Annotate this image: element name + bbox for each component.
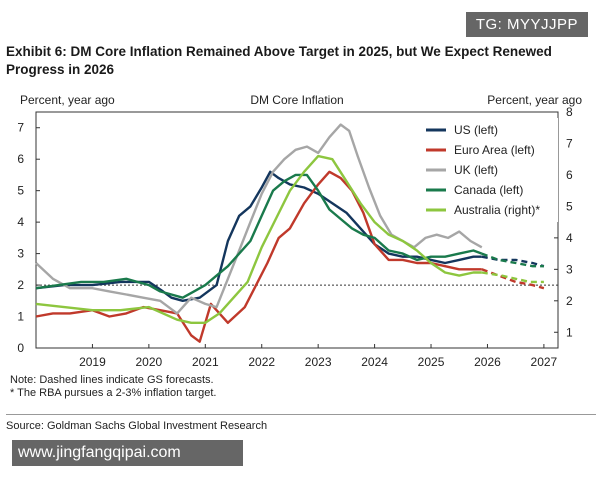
- legend-label-us: US (left): [454, 123, 498, 137]
- left-axis-label: Percent, year ago: [20, 93, 115, 107]
- x-tick-label: 2021: [192, 355, 219, 369]
- left-tick-label: 6: [17, 152, 24, 166]
- note-rba: * The RBA pursues a 2-3% inflation targe…: [10, 387, 217, 399]
- exhibit-title: Exhibit 6: DM Core Inflation Remained Ab…: [6, 44, 552, 77]
- left-tick-label: 2: [17, 278, 24, 292]
- legend-label-uk: UK (left): [454, 163, 498, 177]
- legend-label-canada: Canada (left): [454, 183, 523, 197]
- x-tick-label: 2027: [531, 355, 558, 369]
- left-tick-label: 0: [17, 341, 24, 355]
- x-tick-label: 2020: [136, 355, 163, 369]
- series-forecast-australia: [481, 271, 544, 284]
- x-tick-label: 2025: [418, 355, 445, 369]
- note-forecast: Note: Dashed lines indicate GS forecasts…: [10, 374, 214, 386]
- right-axis-label: Percent, year ago: [487, 93, 582, 107]
- line-chart: DM Core Inflation Percent, year ago Percen…: [17, 93, 582, 369]
- x-tick-label: 2024: [361, 355, 388, 369]
- series-line-canada: [35, 173, 483, 299]
- legend-label-euro: Euro Area (left): [454, 143, 535, 157]
- x-tick-label: 2026: [474, 355, 501, 369]
- right-tick-label: 7: [566, 136, 573, 150]
- divider: [6, 414, 596, 415]
- x-tick-label: 2019: [79, 355, 106, 369]
- left-tick-label: 5: [17, 184, 24, 198]
- x-tick-label: 2022: [248, 355, 275, 369]
- plot-frame: [35, 111, 559, 349]
- right-tick-label: 4: [566, 231, 573, 245]
- right-tick-label: 8: [566, 105, 573, 119]
- legend-label-australia: Australia (right)*: [454, 203, 540, 217]
- right-tick-label: 5: [566, 199, 573, 213]
- watermark-url: www.jingfangqipai.com: [12, 440, 243, 466]
- right-tick-label: 3: [566, 262, 573, 276]
- left-tick-label: 4: [17, 215, 24, 229]
- left-tick-label: 3: [17, 247, 24, 261]
- source-text: Source: Goldman Sachs Global Investment …: [6, 420, 268, 432]
- left-tick-label: 7: [17, 121, 24, 135]
- series-forecast-canada: [481, 252, 544, 268]
- series-line-australia: [35, 154, 482, 324]
- watermark-badge: TG: MYYJJPP: [465, 12, 588, 37]
- x-tick-label: 2023: [305, 355, 332, 369]
- chart-title: DM Core Inflation: [250, 93, 343, 107]
- right-tick-label: 6: [566, 168, 573, 182]
- right-tick-label: 2: [566, 294, 573, 308]
- right-tick-label: 1: [566, 325, 573, 339]
- series-line-euro: [35, 170, 482, 343]
- series-line-uk: [35, 123, 483, 315]
- left-tick-label: 1: [17, 310, 24, 324]
